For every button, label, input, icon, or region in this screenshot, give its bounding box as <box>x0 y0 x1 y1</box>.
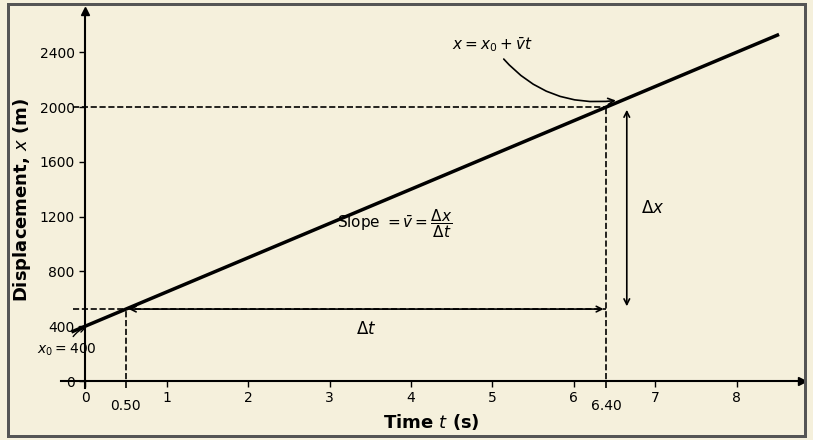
Text: Slope $= \bar{v} = \dfrac{\Delta x}{\Delta t}$: Slope $= \bar{v} = \dfrac{\Delta x}{\Del… <box>337 207 452 240</box>
X-axis label: Time $t$ (s): Time $t$ (s) <box>383 412 480 433</box>
Text: $\Delta t$: $\Delta t$ <box>356 320 376 338</box>
Text: $\Delta x$: $\Delta x$ <box>641 199 665 217</box>
Text: 0.50: 0.50 <box>111 399 141 413</box>
Text: $x_0 = 400$: $x_0 = 400$ <box>37 327 97 358</box>
Text: $x = x_0 + \bar{v}t$: $x = x_0 + \bar{v}t$ <box>452 35 614 104</box>
Text: 6.40: 6.40 <box>591 399 622 413</box>
Y-axis label: Displacement, $x$ (m): Displacement, $x$ (m) <box>11 98 33 301</box>
